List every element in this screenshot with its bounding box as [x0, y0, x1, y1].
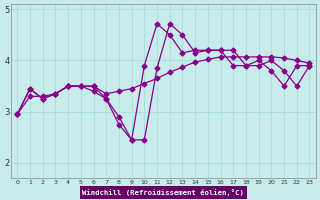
X-axis label: Windchill (Refroidissement éolien,°C): Windchill (Refroidissement éolien,°C)	[83, 189, 244, 196]
